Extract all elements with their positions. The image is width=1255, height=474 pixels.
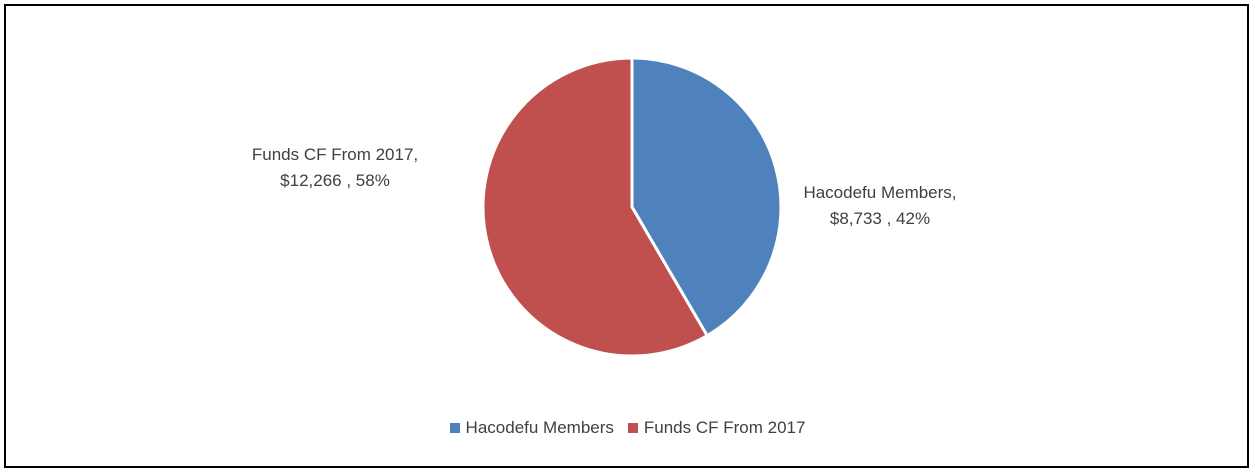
legend-swatch-funds-cf-from-2017 (627, 423, 638, 433)
legend-label-funds-cf-from-2017: Funds CF From 2017 (643, 418, 806, 437)
data-label-hacodefu-members-value: $8,733 , 42% (829, 209, 931, 228)
data-label-funds-cf-name: Funds CF From 2017, (251, 145, 419, 164)
legend-swatch-hacodefu-members (449, 423, 460, 433)
legend: Hacodefu Members Funds CF From 2017 (0, 418, 1255, 438)
pie-slices (481, 56, 783, 358)
legend-label-hacodefu-members: Hacodefu Members (465, 418, 614, 437)
data-label-funds-cf-value: $12,266 , 58% (280, 171, 390, 190)
pie-slice-funds-cf-from-2017 (481, 56, 709, 358)
data-label-hacodefu-members: Hacodefu Members, $8,733 , 42% (760, 180, 1000, 232)
legend-item-hacodefu-members: Hacodefu Members (449, 418, 614, 438)
legend-item-funds-cf-from-2017: Funds CF From 2017 (627, 418, 806, 438)
data-label-funds-cf-from-2017: Funds CF From 2017, $12,266 , 58% (205, 142, 465, 194)
pie-slice-hacodefu-members (630, 56, 783, 338)
data-label-hacodefu-members-name: Hacodefu Members, (803, 183, 957, 202)
